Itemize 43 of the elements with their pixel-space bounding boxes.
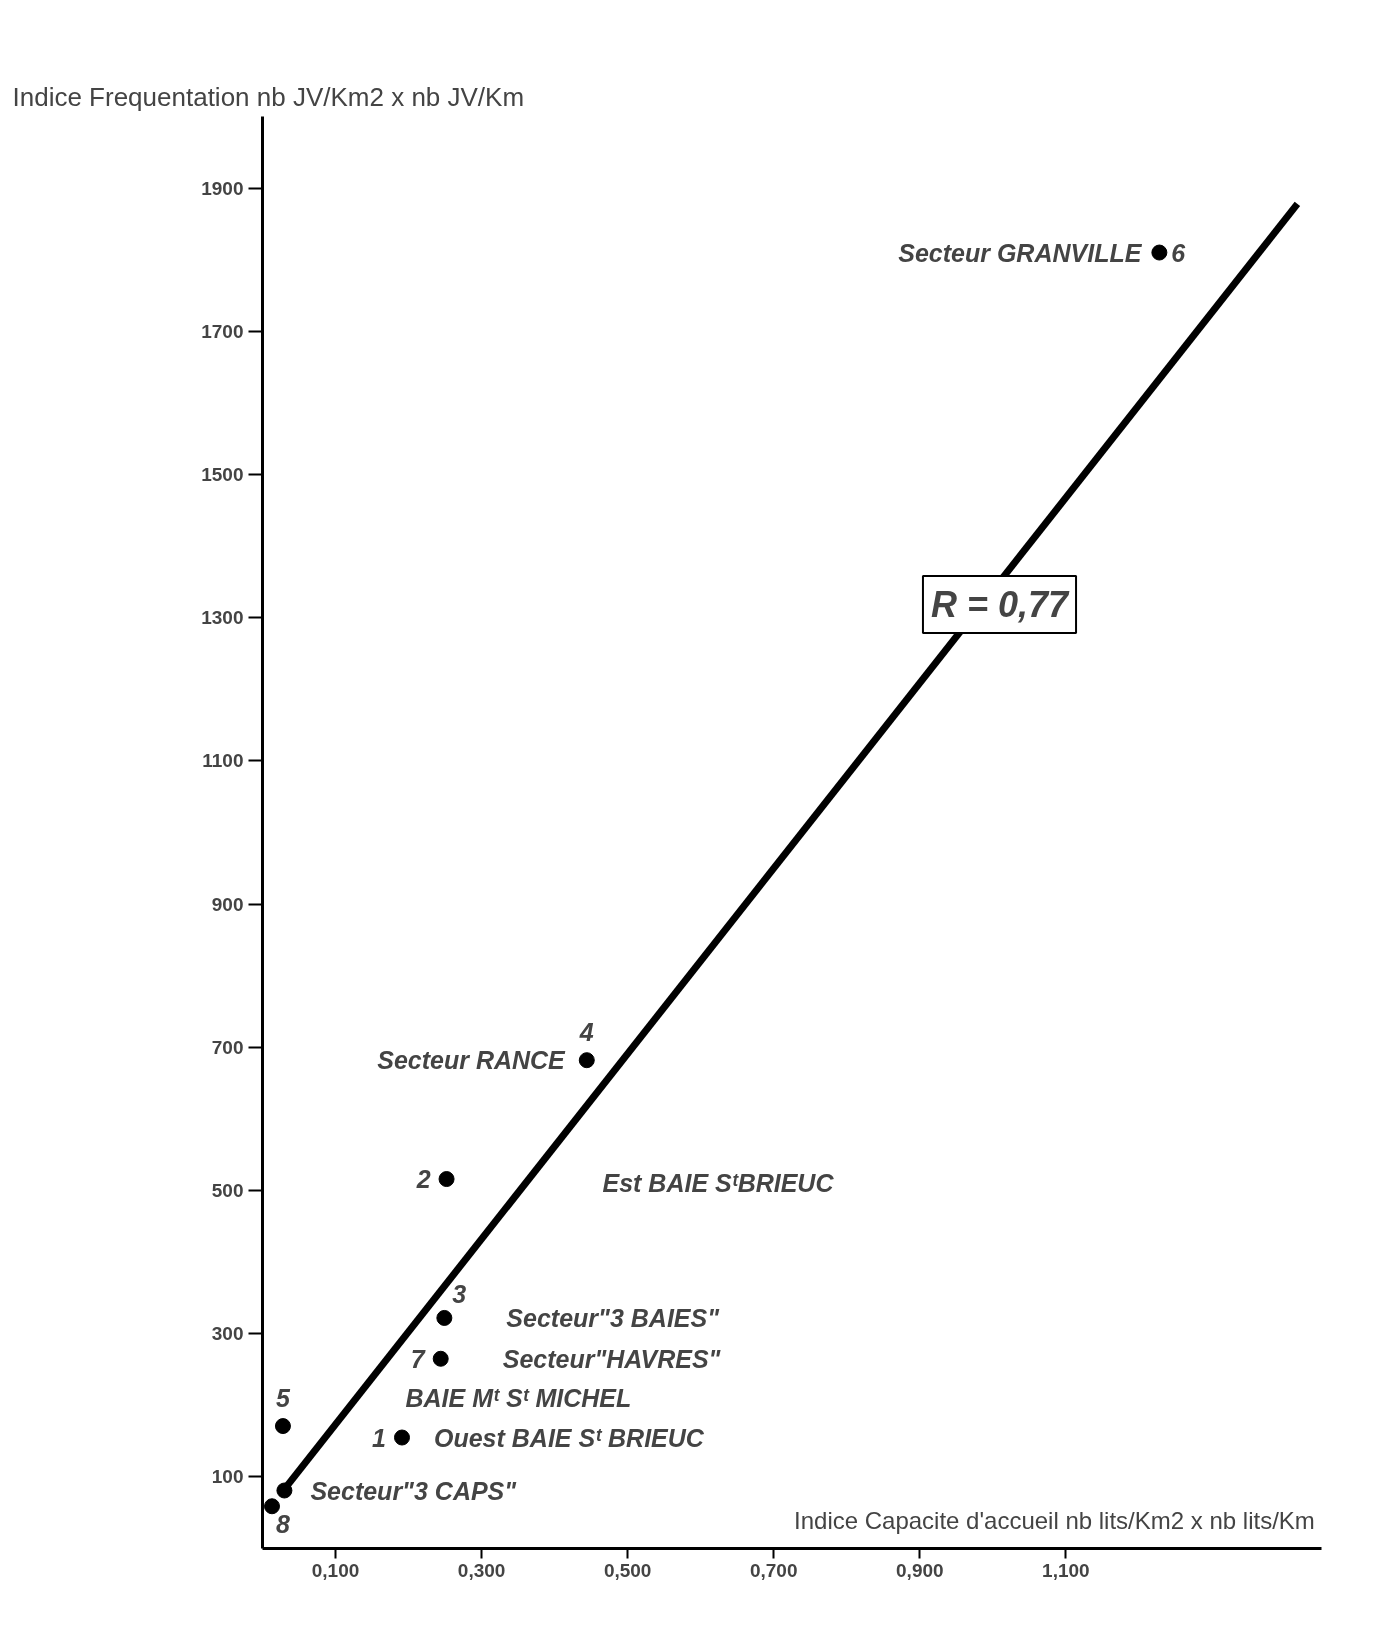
annotation: 7 — [410, 1344, 426, 1373]
point — [1151, 244, 1168, 261]
annotation: Secteur"3 CAPS" — [310, 1476, 518, 1505]
point — [578, 1052, 595, 1069]
annotation: 8 — [275, 1510, 290, 1539]
annotation: 4 — [578, 1018, 594, 1047]
x-tick-label: 0,700 — [749, 1559, 798, 1581]
x-tick-label: 0,100 — [311, 1559, 360, 1581]
y-tick-label: 100 — [211, 1466, 244, 1488]
x-tick-label: 0,300 — [457, 1559, 506, 1581]
annotation: 2 — [415, 1165, 431, 1194]
annotation: 6 — [1171, 238, 1187, 267]
annotation: Est BAIE SᵗBRIEUC — [602, 1168, 835, 1197]
y-tick-label: 700 — [211, 1036, 244, 1058]
annotation: Ouest BAIE Sᵗ BRIEUC — [434, 1423, 705, 1452]
point — [394, 1429, 410, 1446]
annotation: Secteur"3 BAIES" — [506, 1303, 721, 1332]
annotation: 1 — [372, 1423, 386, 1452]
point — [432, 1350, 449, 1367]
point — [263, 1498, 280, 1515]
y-tick-label: 300 — [211, 1323, 244, 1345]
annotation: Secteur RANCE — [377, 1046, 567, 1075]
x-axis-title: Indice Capacite d'accueil nb lits/Km2 x nb lits/Km — [794, 1507, 1315, 1535]
y-tick-label: 1300 — [201, 607, 244, 629]
x-tick-label: 0,500 — [603, 1559, 652, 1581]
annotation: 5 — [276, 1384, 291, 1413]
annotation: R = 0,77 — [930, 584, 1071, 625]
y-axis-title: Indice Frequentation nb JV/Km2 x nb JV/Km — [12, 81, 525, 112]
y-tick-label: 1100 — [202, 750, 244, 772]
point — [274, 1418, 291, 1435]
point — [436, 1309, 453, 1326]
y-tick-label: 1900 — [201, 177, 244, 199]
x-tick-label: 0,900 — [896, 1559, 944, 1581]
y-tick-label: 900 — [211, 893, 244, 915]
y-tick-label: 500 — [211, 1180, 244, 1201]
annotation: Secteur"HAVRES" — [502, 1344, 722, 1373]
annotation: BAIE Mᵗ Sᵗ MICHEL — [405, 1383, 632, 1412]
point — [438, 1171, 455, 1188]
x-tick-label: 1,100 — [1042, 1559, 1090, 1581]
y-tick-label: 1700 — [201, 320, 244, 342]
annotation: 3 — [452, 1279, 467, 1308]
annotation: Secteur GRANVILLE — [898, 238, 1143, 267]
y-tick-label: 1500 — [201, 464, 244, 485]
